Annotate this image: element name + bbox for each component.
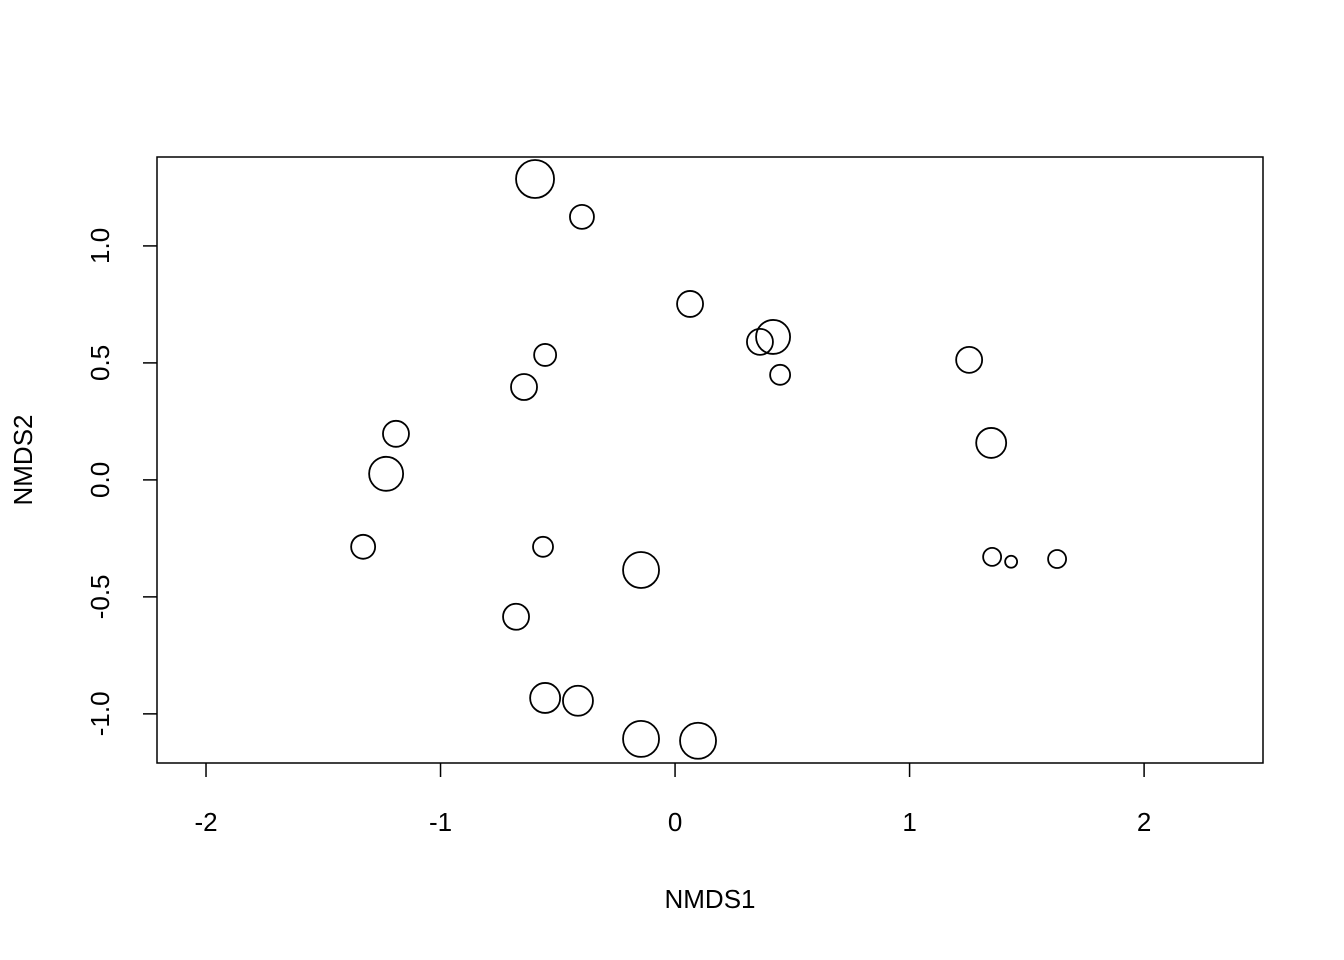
- bubble: [510, 373, 538, 401]
- y-tick-label: -0.5: [85, 574, 115, 619]
- bubble: [569, 203, 595, 230]
- y-axis-label: NMDS2: [8, 414, 38, 505]
- y-tick-label: 0.5: [85, 345, 115, 381]
- y-tick-label: 0.0: [85, 462, 115, 498]
- bubble: [533, 343, 558, 367]
- bubble: [502, 602, 530, 631]
- bubble: [676, 290, 704, 318]
- bubble: [1004, 554, 1019, 569]
- bubble: [562, 684, 594, 717]
- bubble: [532, 535, 554, 558]
- bubble: [746, 327, 774, 356]
- bubble: [975, 427, 1008, 459]
- bubble: [622, 551, 660, 589]
- bubble: [769, 363, 792, 386]
- bubble: [622, 720, 660, 758]
- plot-box: [156, 156, 1264, 764]
- bubble: [679, 721, 717, 760]
- bubble: [368, 455, 405, 492]
- bubble: [1047, 549, 1067, 569]
- bubble: [982, 546, 1003, 567]
- bubble: [529, 682, 562, 714]
- y-tick-label: 1.0: [85, 228, 115, 264]
- bubble: [350, 533, 377, 560]
- x-axis-label: NMDS1: [664, 884, 755, 914]
- x-tick-label: -1: [429, 807, 452, 837]
- x-tick-label: 1: [902, 807, 916, 837]
- bubble: [755, 319, 791, 355]
- y-tick-label: -1.0: [85, 691, 115, 736]
- bubble: [955, 345, 984, 374]
- bubble: [382, 419, 410, 448]
- x-tick-label: 0: [668, 807, 682, 837]
- x-tick-label: 2: [1137, 807, 1151, 837]
- bubble: [515, 159, 555, 199]
- x-tick-label: -2: [194, 807, 217, 837]
